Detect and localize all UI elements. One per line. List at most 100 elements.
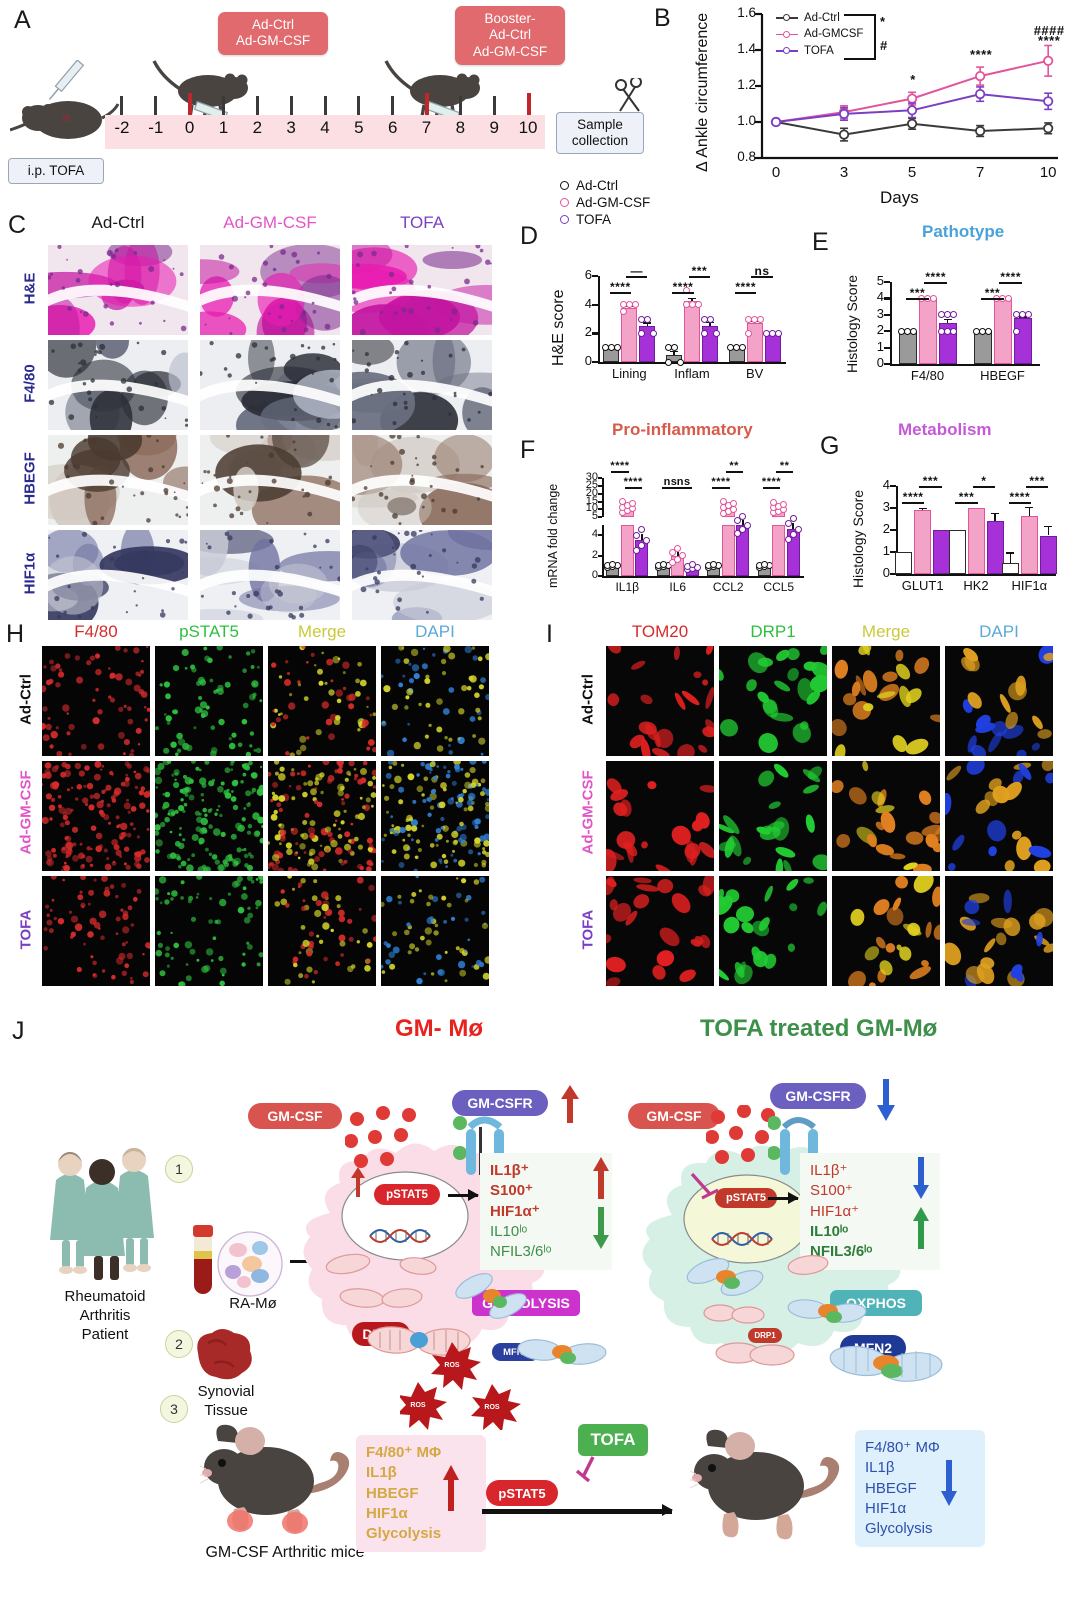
panel-f-datapoint — [734, 517, 742, 525]
gm-marker-down-1: IL10ˡᵒ — [490, 1222, 528, 1240]
panelC-row-label-2: HBEGF — [21, 452, 39, 505]
panelH-column-label-2: Merge — [297, 622, 347, 641]
panel-b-xtick: 5 — [907, 164, 917, 181]
timeline-day-label-3: 3 — [286, 118, 296, 137]
panelG-plot-bar-GLUT1-Ad-GM-CSF — [914, 510, 932, 574]
panel-b-xtick: 3 — [839, 164, 849, 181]
panel-f-datapoint — [669, 548, 677, 556]
panel-f-datapoint — [784, 536, 792, 543]
panelC-row-label-0: H&E — [21, 272, 39, 305]
panelG-plot-sig-label: **** — [902, 490, 924, 504]
panel-e-plot: 0 1 2 3 4 5 F4/80 HBEGF *** **** *** **** — [866, 246, 1046, 386]
panelI-row-label-2: TOFA — [579, 909, 597, 950]
panelE-plot-errorbar — [946, 318, 949, 323]
tofa-marker-down-1: IL1β⁺ — [810, 1162, 848, 1179]
panelD-plot-sig-line — [626, 276, 648, 278]
panel-f-sig-label: **** — [610, 460, 630, 472]
panelD-plot-errorcap — [706, 321, 714, 324]
panel-f-sig-line — [611, 471, 629, 473]
panelD-plot-ytick-mark — [592, 303, 598, 306]
panelE-plot-ytick-mark — [884, 346, 890, 349]
panel-f-sig-label: **** — [761, 476, 782, 488]
panelE-plot-ytick-mark — [884, 330, 890, 333]
legend-label: TOFA — [576, 212, 612, 227]
panelG-plot-ytick-mark — [890, 485, 896, 488]
panel-b-legend-row: Ad-GMCSF — [776, 26, 863, 42]
panelC-image-HBEGF-Ad-Ctrl — [48, 435, 188, 525]
panel-f-errorbar — [640, 534, 643, 541]
panel-g-letter: G — [820, 432, 840, 460]
panel-f-ylabel: mRNA fold change — [546, 483, 560, 588]
panelE-plot-sig-line — [905, 298, 930, 300]
panel-f-upper-ytick: 5 — [591, 510, 598, 523]
panelG-plot-xtick: HK2 — [963, 578, 989, 593]
panel-b-legend-label: Ad-Ctrl — [804, 12, 840, 24]
panelC-image-H&E-TOFA — [352, 245, 492, 335]
panel-f-lower-ytick: 4 — [591, 528, 598, 541]
panel-f-datapoint — [784, 520, 792, 528]
panelI-image-TOFA-DAPI — [945, 876, 1053, 986]
panel-f-datapoint — [688, 561, 696, 569]
tofa-marker-down-3: HIF1α⁺ — [810, 1202, 860, 1220]
mouse-up-marker-5: Glycolysis — [366, 1525, 442, 1542]
panelD-plot-xtick: Lining — [611, 366, 647, 381]
panelD-plot-datapoint — [775, 329, 783, 337]
arthritic-mouse-markers-box: F4/80⁺ MΦ IL1β HBEGF HIF1α Glycolysis — [356, 1435, 486, 1553]
panel-f-datapoint — [628, 499, 636, 507]
ros-label-1: ROS — [444, 1362, 460, 1369]
panelG-plot-bar-HIF1α-Ad-GM-CSF — [1020, 515, 1038, 574]
panelD-plot-errorcap — [688, 297, 696, 300]
panelD-plot-datapoint — [682, 301, 690, 309]
panelG-plot-errorcap — [991, 512, 999, 515]
tofa-marker-up-2: NFIL3/6ˡᵒ — [810, 1243, 873, 1260]
panel-f-upper-ytick: 10 — [585, 502, 598, 515]
panel-f-datapoint — [633, 547, 641, 555]
panelG-plot-bar-GLUT1-Ad-Ctrl — [895, 552, 913, 574]
panel-f-upper-ytick-mark — [598, 484, 602, 487]
legend-marker-icon — [560, 181, 569, 190]
timeline-day-label-8: 8 — [455, 118, 466, 137]
panel-c-letter: C — [8, 211, 27, 239]
panelI-image-Ad-GM-CSF-TOM20 — [606, 761, 714, 871]
panel-b-annotation: **** — [970, 47, 993, 63]
panelG-plot-sig-label: *** — [1029, 474, 1045, 488]
panel-f-datapoint — [794, 525, 802, 533]
panel-b-point — [838, 108, 850, 120]
panel-d-letter: D — [520, 222, 539, 250]
panelD-plot-errorbar — [691, 297, 693, 302]
panelE-plot-sig-line — [923, 282, 948, 284]
panel-f-sig-line — [762, 487, 781, 489]
panelD-plot-sig-line — [688, 276, 710, 278]
panelC-image-F4/80-Ad-GM-CSF — [200, 340, 340, 430]
panelD-plot-datapoint — [739, 344, 747, 352]
mitochondria-group-left — [325, 1253, 607, 1365]
timeline-tick-0 — [188, 93, 193, 115]
panelH-column-label-1: pSTAT5 — [179, 622, 239, 641]
panelH-image-TOFA-F4/80 — [42, 876, 150, 986]
treatment-box-1-line-1: Ad-Ctrl — [251, 17, 294, 32]
gm-csf-mouse-caption: GM-CSF Arthritic mice — [205, 1544, 365, 1561]
pstat5-pill-left: pSTAT5 — [374, 1184, 440, 1205]
panel-f-datapoint — [643, 536, 651, 544]
panelD-plot-datapoint — [637, 329, 645, 337]
gm-csfr-up-arrow-icon — [561, 1085, 579, 1123]
panelI-image-Ad-GM-CSF-DRP1 — [719, 761, 827, 871]
panelD-plot-datapoint — [619, 308, 627, 316]
patient-caption: Rheumatoid Arthritis Patient — [30, 1288, 180, 1344]
panelD-plot-bar-Inflam-Ad-Ctrl — [666, 354, 682, 362]
panelH-image-Ad-GM-CSF-F4/80 — [42, 761, 150, 871]
panel-d-he-score-chart: D H&E score 0 2 4 6 Lining Inflam BV **** **** **… — [520, 218, 810, 408]
panel-b-point — [906, 105, 918, 116]
timeline-tick-1 — [221, 96, 225, 115]
panelI-column-label-1: DRP1 — [750, 622, 796, 641]
panelH-image-Ad-Ctrl-Merge — [268, 646, 376, 756]
panelC-row-label-1: F4/80 — [21, 364, 39, 403]
panelG-plot-sig-line — [901, 502, 925, 504]
panel-f-sig-label: ** — [779, 460, 790, 472]
timeline-tick-4 — [323, 96, 327, 115]
panelC-image-HIF1α-Ad-GM-CSF — [200, 530, 340, 620]
panel-b-point — [770, 116, 782, 128]
panelC-column-label-1: Ad-GM-CSF — [223, 213, 317, 232]
panelG-plot-sig-line — [1008, 502, 1032, 504]
panelI-image-Ad-Ctrl-DRP1 — [719, 646, 827, 756]
